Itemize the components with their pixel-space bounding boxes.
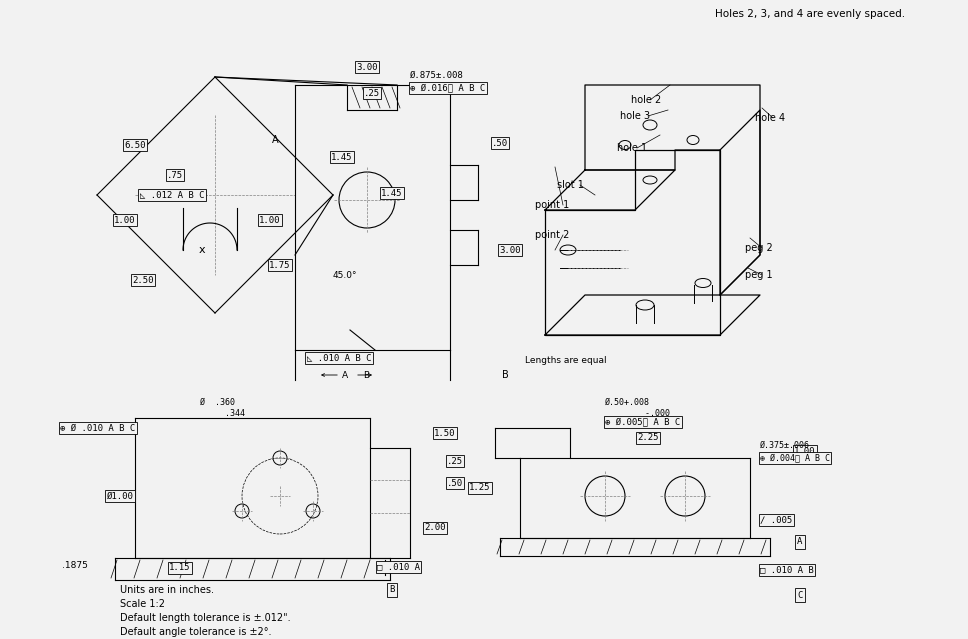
Text: A: A (272, 135, 279, 145)
Text: ◺ .012 A B C: ◺ .012 A B C (140, 190, 204, 199)
Text: .25: .25 (364, 88, 380, 98)
Text: A: A (342, 371, 348, 380)
Text: Ø.375±.006: Ø.375±.006 (760, 440, 810, 449)
Text: Ø1.00: Ø1.00 (106, 491, 134, 500)
Text: 1.00: 1.00 (795, 447, 816, 456)
Text: □ .010 A: □ .010 A (377, 562, 420, 571)
Text: Default length tolerance is ±.012".: Default length tolerance is ±.012". (120, 613, 290, 623)
Text: 1.50: 1.50 (435, 429, 456, 438)
Text: □ .010 A B: □ .010 A B (760, 566, 814, 574)
Text: Ø.50+.008
        -.000: Ø.50+.008 -.000 (605, 398, 670, 418)
Text: Default angle tolerance is ±2°.: Default angle tolerance is ±2°. (120, 627, 271, 637)
Text: peg 1: peg 1 (745, 270, 772, 280)
Text: point 2: point 2 (535, 230, 569, 240)
Text: Scale 1:2: Scale 1:2 (120, 599, 165, 609)
Text: 1.00: 1.00 (114, 215, 136, 224)
Text: ⊕ Ø.005Ⓜ A B C: ⊕ Ø.005Ⓜ A B C (605, 417, 681, 426)
Text: 45.0°: 45.0° (333, 270, 357, 279)
Text: x: x (198, 245, 205, 255)
Text: .1875: .1875 (62, 562, 88, 571)
Text: B: B (501, 370, 508, 380)
Text: point 1: point 1 (535, 200, 569, 210)
Text: 2.50: 2.50 (133, 275, 154, 284)
Text: ⊕ Ø.016Ⓜ A B C: ⊕ Ø.016Ⓜ A B C (410, 84, 485, 93)
Text: peg 2: peg 2 (745, 243, 772, 253)
Text: hole 3: hole 3 (620, 111, 650, 121)
Text: hole 1: hole 1 (617, 143, 648, 153)
Text: 1.45: 1.45 (331, 153, 352, 162)
Text: A: A (798, 537, 802, 546)
Text: 1.45: 1.45 (381, 189, 403, 197)
Text: 2.25: 2.25 (637, 433, 659, 442)
Text: 3.00: 3.00 (499, 245, 521, 254)
Text: Ø  .360
     .344: Ø .360 .344 (200, 398, 245, 418)
Text: .50: .50 (492, 139, 508, 148)
Text: slot 1: slot 1 (557, 180, 584, 190)
Text: ◺ .010 A B C: ◺ .010 A B C (307, 353, 372, 362)
Text: 6.50: 6.50 (124, 141, 146, 150)
Text: Ø.875±.008: Ø.875±.008 (410, 70, 464, 79)
Text: B: B (363, 371, 369, 380)
Text: hole 2: hole 2 (631, 95, 661, 105)
Text: 3.00: 3.00 (356, 63, 378, 72)
Text: Lengths are equal: Lengths are equal (525, 355, 607, 364)
Text: Units are in inches.: Units are in inches. (120, 585, 214, 595)
Text: C: C (798, 590, 802, 599)
Text: B: B (389, 585, 395, 594)
Text: 1.00: 1.00 (259, 215, 281, 224)
Text: 1.15: 1.15 (169, 564, 191, 573)
Text: ⊕ Ø .010 A B C: ⊕ Ø .010 A B C (60, 424, 136, 433)
Text: 1.25: 1.25 (469, 484, 491, 493)
Text: 2.00: 2.00 (424, 523, 445, 532)
Text: .75: .75 (166, 171, 183, 180)
Text: 1.75: 1.75 (269, 261, 290, 270)
Text: .25: .25 (447, 456, 463, 465)
Text: ∕ .005: ∕ .005 (760, 516, 792, 525)
Text: .50: .50 (447, 479, 463, 488)
Text: Holes 2, 3, and 4 are evenly spaced.: Holes 2, 3, and 4 are evenly spaced. (715, 9, 905, 19)
Text: ⊕ Ø.004Ⓜ A B C: ⊕ Ø.004Ⓜ A B C (760, 454, 830, 463)
Text: hole 4: hole 4 (755, 113, 785, 123)
